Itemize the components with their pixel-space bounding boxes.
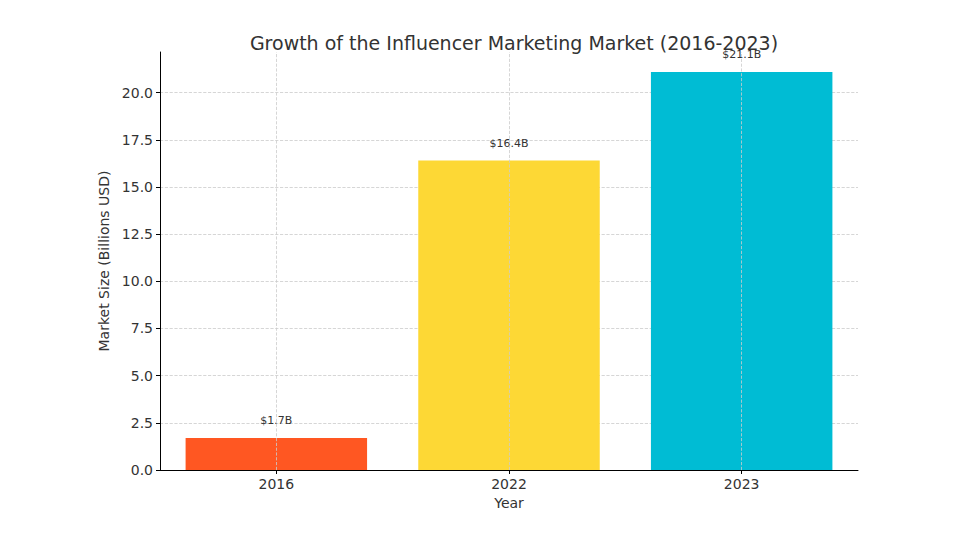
svg-text:7.5: 7.5 <box>131 320 153 336</box>
svg-text:12.5: 12.5 <box>122 226 153 242</box>
svg-text:17.5: 17.5 <box>122 132 153 148</box>
svg-text:20.0: 20.0 <box>122 85 153 101</box>
svg-text:Growth of the Influencer Marke: Growth of the Influencer Marketing Marke… <box>250 32 778 54</box>
svg-text:$16.4B: $16.4B <box>489 137 528 150</box>
svg-text:Year: Year <box>493 495 524 511</box>
svg-text:2023: 2023 <box>724 476 760 492</box>
svg-text:2.5: 2.5 <box>131 415 153 431</box>
svg-text:2022: 2022 <box>491 476 527 492</box>
svg-text:Market Size (Billions USD): Market Size (Billions USD) <box>96 171 112 352</box>
svg-text:10.0: 10.0 <box>122 273 153 289</box>
svg-text:2016: 2016 <box>259 476 295 492</box>
svg-text:15.0: 15.0 <box>122 179 153 195</box>
svg-text:0.0: 0.0 <box>131 462 153 478</box>
svg-text:5.0: 5.0 <box>131 368 153 384</box>
svg-text:$1.7B: $1.7B <box>260 413 293 427</box>
